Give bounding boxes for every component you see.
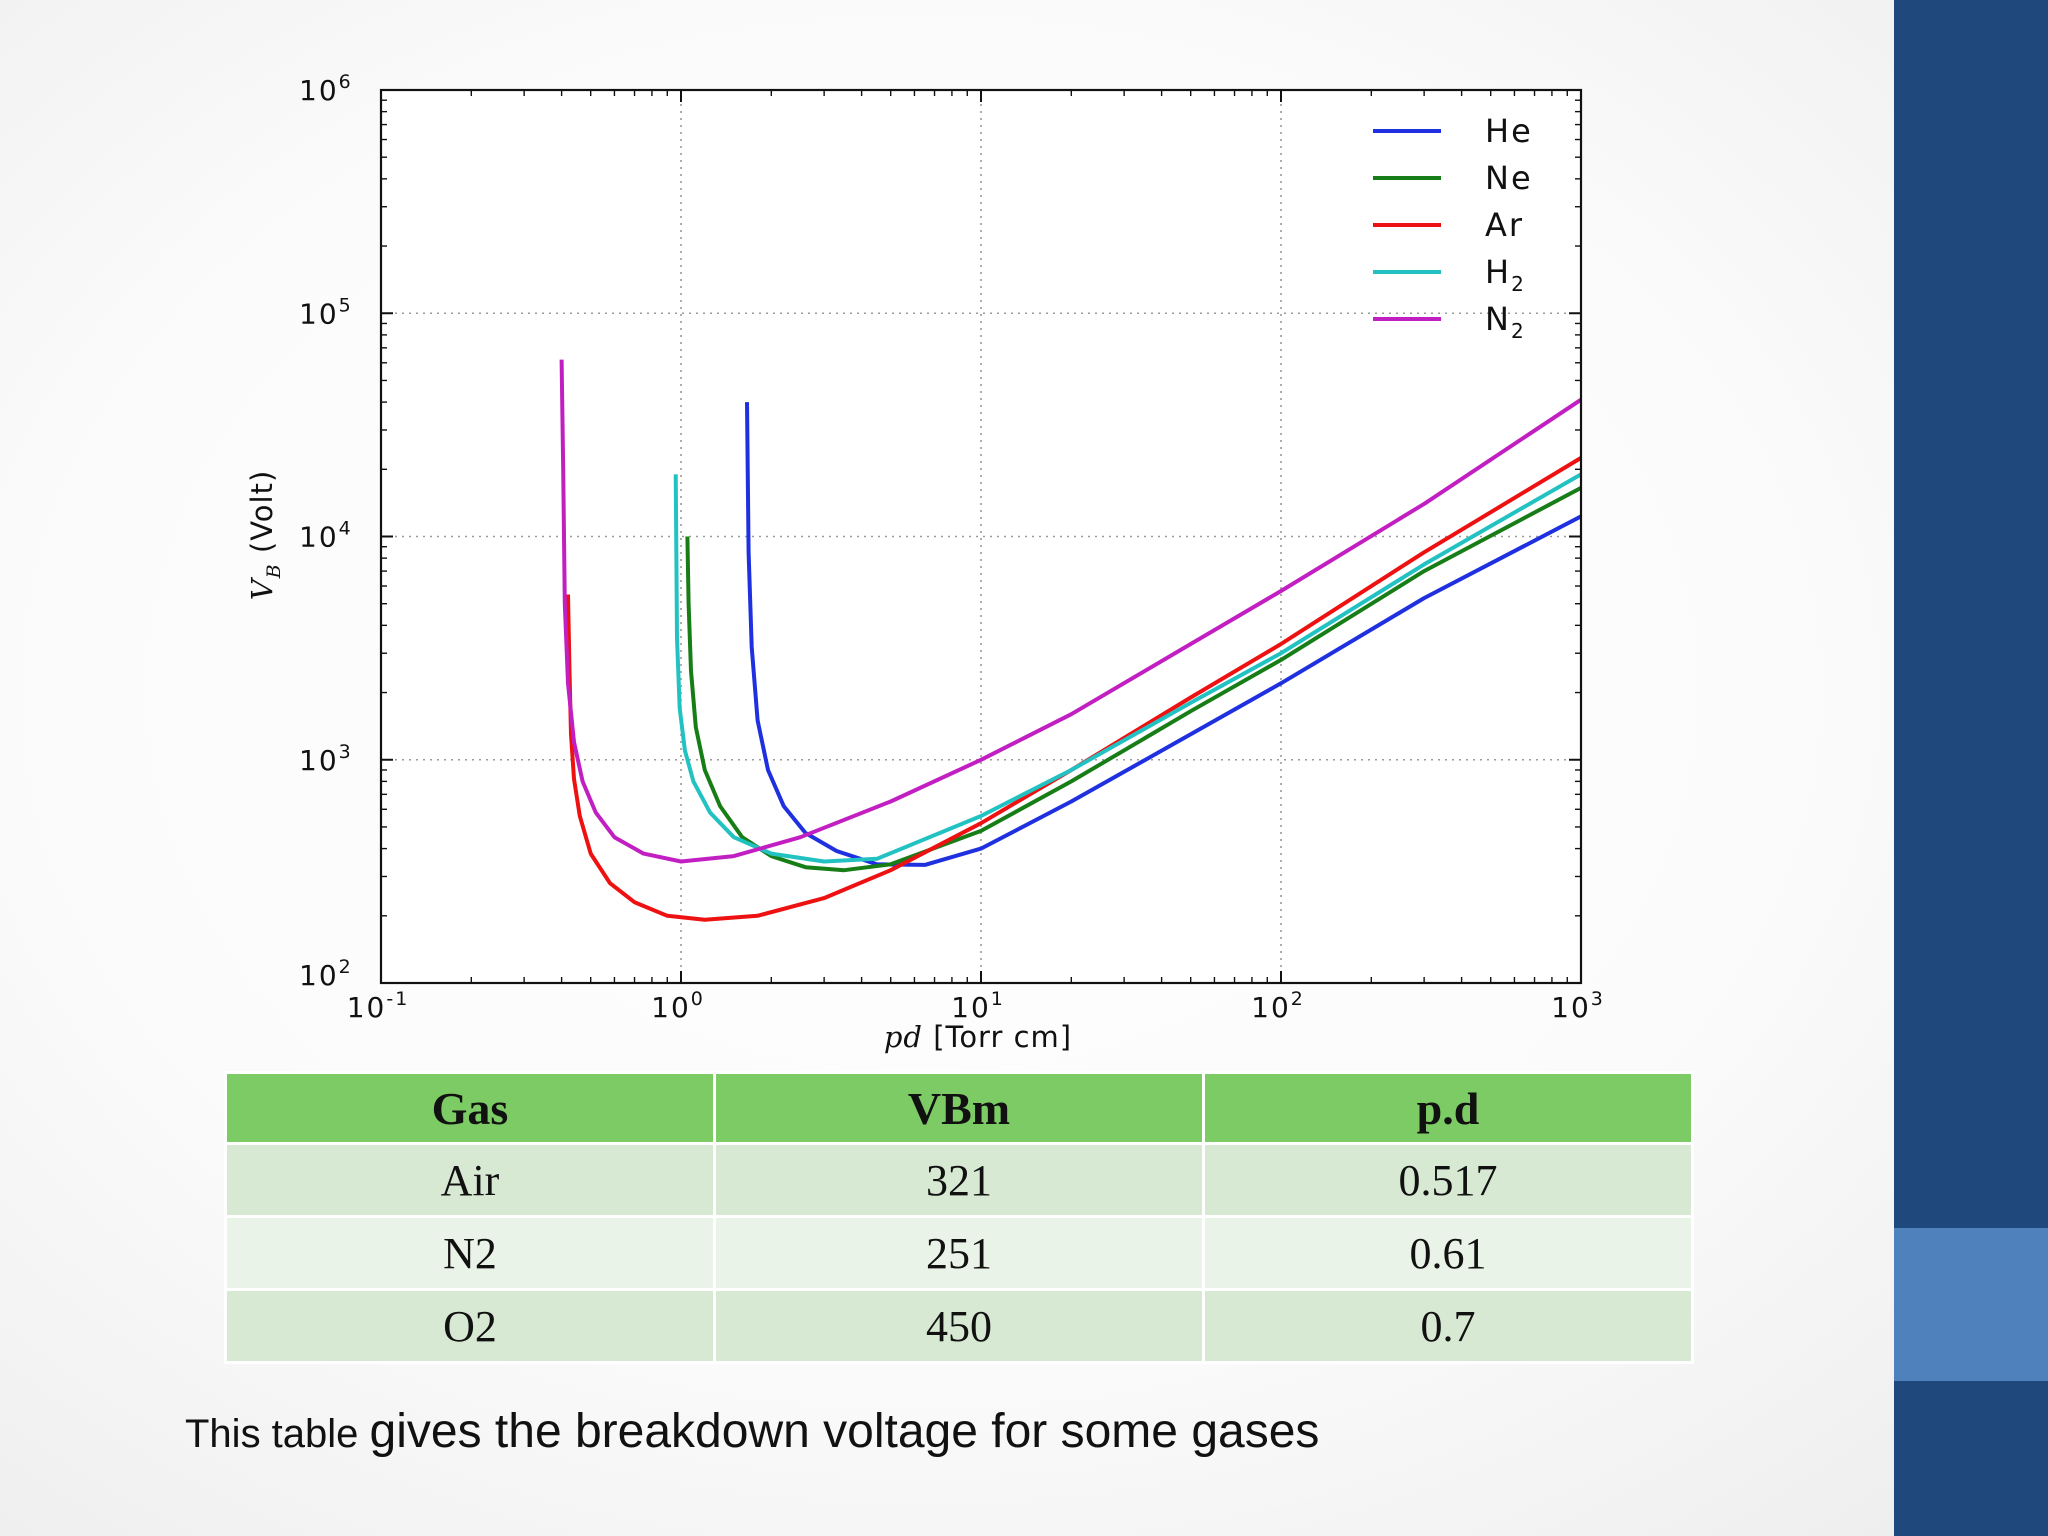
x-tick-base: 10 bbox=[651, 991, 691, 1024]
plot-frame bbox=[379, 88, 1583, 985]
y-axis-title-text: (Volt) bbox=[245, 470, 279, 564]
y-tick-base: 10 bbox=[299, 521, 339, 554]
slide-side-accent bbox=[1894, 1228, 2048, 1381]
y-tick-label: 102 bbox=[299, 956, 353, 992]
cell-gas: N2 bbox=[224, 1215, 716, 1291]
x-tick-base: 10 bbox=[347, 991, 387, 1024]
series-line-ar bbox=[566, 456, 1581, 922]
legend-label-ar: Ar bbox=[1485, 206, 1524, 244]
header-pd: p.d bbox=[1202, 1071, 1694, 1145]
legend-label-n2: N2 bbox=[1485, 300, 1526, 343]
x-tick-label: 100 bbox=[651, 988, 705, 1024]
x-tick-label: 102 bbox=[1251, 988, 1305, 1024]
table-row: Air 321 0.517 bbox=[224, 1142, 1694, 1218]
x-tick-exponent: 1 bbox=[991, 988, 1005, 1010]
x-tick-exponent: 2 bbox=[1291, 988, 1305, 1010]
y-tick-label: 104 bbox=[299, 518, 353, 554]
header-gas: Gas bbox=[224, 1071, 716, 1145]
table-header-row: Gas VBm p.d bbox=[224, 1071, 1694, 1145]
y-tick-exponent: 6 bbox=[339, 71, 353, 93]
y-tick-exponent: 5 bbox=[339, 294, 353, 316]
cell-gas: Air bbox=[224, 1142, 716, 1218]
x-tick-label: 10-1 bbox=[347, 988, 410, 1024]
x-axis-title: pd [Torr cm] bbox=[884, 1020, 1072, 1054]
cell-vbm: 450 bbox=[713, 1288, 1205, 1364]
y-tick-label: 103 bbox=[299, 741, 353, 777]
legend-label-text: Ne bbox=[1485, 159, 1533, 197]
legend-label-sub: 2 bbox=[1511, 319, 1526, 343]
x-tick-base: 10 bbox=[951, 991, 991, 1024]
cell-pd: 0.517 bbox=[1202, 1142, 1694, 1218]
cell-pd: 0.61 bbox=[1202, 1215, 1694, 1291]
x-tick-label: 101 bbox=[951, 988, 1005, 1024]
cell-pd: 0.7 bbox=[1202, 1288, 1694, 1364]
x-axis-title-math: pd bbox=[884, 1020, 923, 1054]
y-tick-label: 106 bbox=[299, 71, 353, 107]
cell-vbm: 251 bbox=[713, 1215, 1205, 1291]
table-row: N2 251 0.61 bbox=[224, 1215, 1694, 1291]
legend-label-he: He bbox=[1485, 112, 1533, 150]
cell-vbm: 321 bbox=[713, 1142, 1205, 1218]
caption-small-text: This table bbox=[185, 1412, 370, 1456]
series-line-h2 bbox=[673, 472, 1581, 864]
legend-label-h2: H2 bbox=[1485, 253, 1526, 296]
breakdown-voltage-chart: 10-1 100 101 102 103 102 103 104 105 106 pd [Torr … bbox=[245, 71, 1605, 1054]
x-axis-title-text: [Torr cm] bbox=[923, 1020, 1072, 1054]
cell-gas: O2 bbox=[224, 1288, 716, 1364]
x-tick-exponent: 0 bbox=[691, 988, 705, 1010]
x-tick-base: 10 bbox=[1551, 991, 1591, 1024]
series-line-ne bbox=[685, 486, 1581, 873]
x-tick-base: 10 bbox=[1251, 991, 1291, 1024]
y-axis-title-sub: B bbox=[263, 563, 285, 579]
y-tick-base: 10 bbox=[299, 959, 339, 992]
header-vbm: VBm bbox=[713, 1071, 1205, 1145]
legend-label-text: H bbox=[1485, 253, 1511, 291]
breakdown-voltage-table: Gas VBm p.d Air 321 0.517 N2 251 0.61 O2… bbox=[224, 1071, 1694, 1364]
slide-caption: This table gives the breakdown voltage f… bbox=[185, 1404, 1319, 1459]
y-tick-label: 105 bbox=[299, 294, 353, 330]
y-tick-exponent: 2 bbox=[339, 956, 353, 978]
x-tick-exponent: 3 bbox=[1591, 988, 1605, 1010]
legend-label-text: N bbox=[1485, 300, 1511, 338]
caption-large-text: gives the breakdown voltage for some gas… bbox=[369, 1405, 1320, 1458]
table-row: O2 450 0.7 bbox=[224, 1288, 1694, 1364]
x-tick-label: 103 bbox=[1551, 988, 1605, 1024]
y-axis-title-math: V bbox=[245, 576, 279, 600]
legend-label-sub: 2 bbox=[1511, 272, 1526, 296]
y-tick-base: 10 bbox=[299, 74, 339, 107]
series-line-n2 bbox=[559, 359, 1581, 864]
legend-label-text: Ar bbox=[1485, 206, 1524, 244]
series-curves bbox=[559, 359, 1581, 922]
series-line-he bbox=[745, 402, 1581, 867]
y-axis-title: VB (Volt) bbox=[245, 470, 285, 601]
x-tick-exponent: -1 bbox=[386, 988, 409, 1010]
legend-label-ne: Ne bbox=[1485, 159, 1533, 197]
y-tick-base: 10 bbox=[299, 297, 339, 330]
y-tick-base: 10 bbox=[299, 744, 339, 777]
y-tick-exponent: 4 bbox=[339, 518, 353, 540]
legend-label-text: He bbox=[1485, 112, 1533, 150]
y-tick-exponent: 3 bbox=[339, 741, 353, 763]
